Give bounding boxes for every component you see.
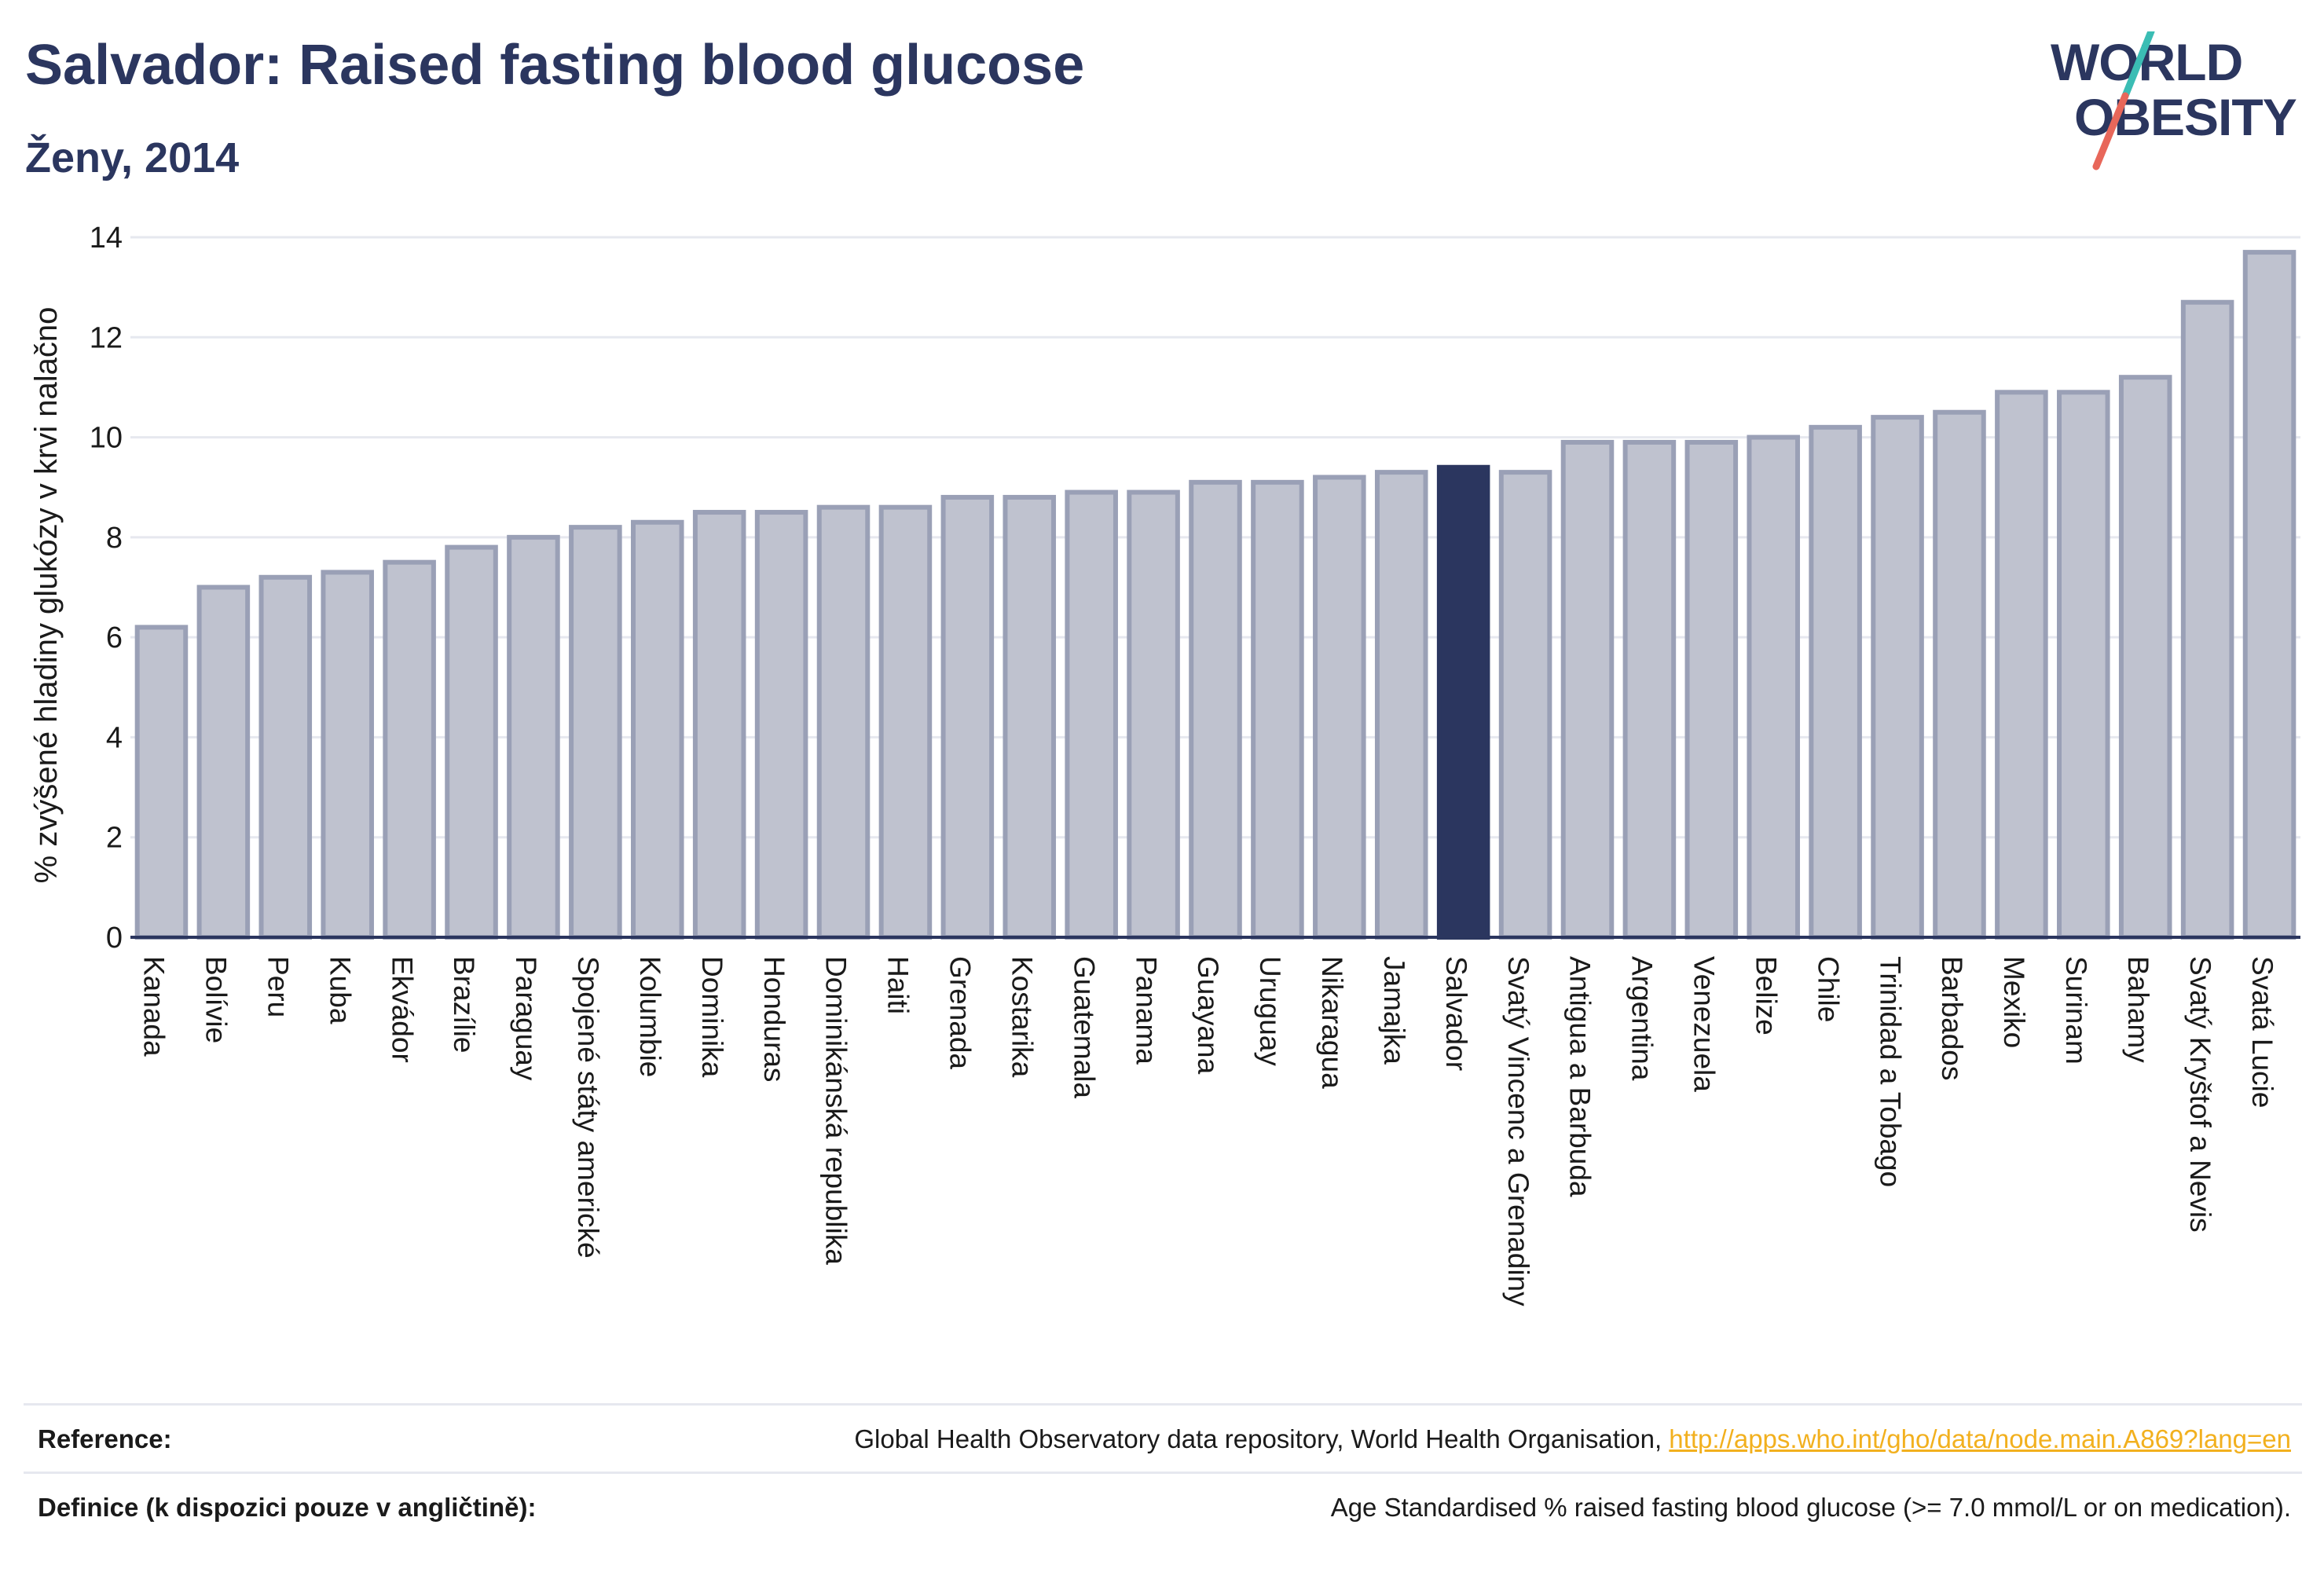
x-tick-label: Dominika	[696, 956, 728, 1078]
x-tick-label: Argentina	[1626, 956, 1659, 1081]
y-tick-label: 2	[106, 822, 123, 855]
x-tick-label: Mexiko	[1998, 956, 2030, 1048]
definition-value: Age Standardised % raised fasting blood …	[1330, 1493, 2291, 1522]
bar-svatý-vincenc-a-grenadiny	[1498, 470, 1552, 940]
x-tick-label: Jamajka	[1378, 956, 1410, 1065]
bar-brazílie	[445, 544, 498, 940]
y-tick-label: 12	[90, 321, 123, 354]
x-tick-label: Guayana	[1192, 956, 1224, 1075]
bar-bahamy	[2118, 375, 2172, 940]
world-obesity-logo: WORLD OBESITY	[2051, 31, 2297, 170]
y-tick-label: 8	[106, 522, 123, 555]
bar-kolumbie	[630, 519, 684, 940]
x-tick-label: Honduras	[758, 956, 790, 1082]
bar-ekvádor	[383, 559, 436, 940]
x-tick-label: Svatý Vincenc a Grenadiny	[1502, 956, 1534, 1307]
bar-honduras	[754, 510, 808, 940]
footer-table: Reference: Global Health Observatory dat…	[24, 1403, 2302, 1540]
bar-antigua-a-barbuda	[1560, 439, 1615, 940]
bar-dominika	[692, 510, 746, 940]
definition-row: Definice (k dispozici pouze v angličtině…	[24, 1472, 2302, 1540]
x-tick-label: Ekvádor	[386, 956, 418, 1063]
x-tick-label: Nikaragua	[1316, 956, 1348, 1089]
chart-subtitle: Ženy, 2014	[25, 134, 240, 181]
reference-value: Global Health Observatory data repositor…	[854, 1424, 2291, 1454]
x-tick-label: Salvador	[1440, 956, 1472, 1071]
x-tick-label: Svatá Lucie	[2246, 956, 2278, 1108]
bar-dominikánská-republika	[816, 504, 871, 940]
logo-slash-red	[2092, 92, 2129, 170]
bar-paraguay	[507, 534, 560, 940]
bars	[134, 250, 2297, 940]
logo-slash-teal	[2121, 31, 2155, 100]
x-tick-label: Antigua a Barbuda	[1564, 956, 1596, 1197]
x-tick-label: Bolívie	[200, 956, 233, 1043]
x-tick-label: Grenada	[944, 956, 977, 1069]
x-tick-label: Kuba	[324, 956, 356, 1024]
x-tick-label: Panama	[1130, 956, 1162, 1065]
x-tick-label: Kostarika	[1006, 956, 1038, 1078]
x-tick-label: Belize	[1750, 956, 1782, 1035]
chart-title: Salvador: Raised fasting blood glucose	[25, 34, 1085, 97]
bar-argentina	[1622, 439, 1677, 940]
bar-uruguay	[1251, 479, 1304, 940]
bar-surinam	[2057, 390, 2110, 940]
bar-jamajka	[1374, 470, 1428, 940]
x-tick-label: Venezuela	[1688, 956, 1721, 1092]
bar-grenada	[940, 494, 995, 940]
bar-kanada	[134, 625, 189, 940]
bar-chile	[1809, 424, 1862, 940]
x-tick-label: Dominikánská republika	[820, 956, 852, 1265]
bar-spojené-státy-americké	[569, 525, 622, 940]
bar-svatý-kryštof-a-nevis	[2180, 299, 2234, 940]
reference-row: Reference: Global Health Observatory dat…	[24, 1406, 2302, 1472]
x-tick-label: Haiti	[882, 956, 915, 1014]
x-tick-label: Svatý Kryštof a Nevis	[2184, 956, 2216, 1233]
x-tick-label: Barbados	[1936, 956, 1968, 1080]
x-tick-label: Kolumbie	[634, 956, 666, 1077]
x-tick-label: Kanada	[138, 956, 170, 1057]
x-tick-label: Uruguay	[1254, 956, 1286, 1066]
y-tick-label: 0	[106, 922, 123, 955]
bar-svatá-lucie	[2242, 250, 2297, 940]
bar-guatemala	[1065, 489, 1118, 940]
definition-label: Definice (k dispozici pouze v angličtině…	[38, 1493, 537, 1522]
bar-barbados	[1933, 409, 1986, 940]
bar-kuba	[321, 570, 374, 940]
x-tick-label: Bahamy	[2122, 956, 2154, 1063]
y-tick-labels: 0 2 4 6 8 10 12 14	[90, 222, 123, 955]
y-tick-label: 14	[90, 222, 123, 255]
reference-link[interactable]: http://apps.who.int/gho/data/node.main.A…	[1669, 1424, 2291, 1453]
x-tick-label: Brazílie	[448, 956, 480, 1053]
reference-text: Global Health Observatory data repositor…	[854, 1424, 1670, 1453]
x-tick-label: Trinidad a Tobago	[1874, 956, 1906, 1187]
bar-panama	[1127, 489, 1180, 940]
y-tick-label: 10	[90, 422, 123, 455]
bar-haiti	[878, 504, 933, 940]
bar-guayana	[1189, 479, 1242, 940]
bar-peru	[258, 574, 313, 940]
x-tick-label: Chile	[1812, 956, 1844, 1022]
bar-venezuela	[1684, 439, 1739, 940]
bar-belize	[1747, 434, 1801, 940]
x-tick-label: Peru	[262, 956, 295, 1017]
bar-kostarika	[1003, 494, 1057, 940]
y-axis-label: % zvýšené hladiny glukózy v krvi nalačno	[29, 307, 64, 884]
x-tick-label: Paraguay	[510, 956, 542, 1081]
x-tick-labels: Kanada Bolívie Peru Kuba Ekvádor Brazílie Para…	[138, 956, 2278, 1307]
x-tick-label: Surinam	[2060, 956, 2092, 1065]
x-tick-label: Guatemala	[1068, 956, 1100, 1098]
reference-label: Reference:	[38, 1424, 172, 1453]
y-tick-label: 4	[106, 721, 123, 754]
bar-chart: 0 2 4 6 8 10 12 14 Kanada Bolívie Peru Kuba Ekvádor…	[29, 222, 2300, 1307]
x-tick-label: Spojené státy americké	[572, 956, 604, 1259]
y-tick-label: 6	[106, 621, 123, 654]
bar-bolívie	[196, 585, 251, 940]
bar-salvador	[1436, 464, 1490, 940]
bar-mexiko	[1995, 390, 2048, 940]
bar-trinidad-a-tobago	[1871, 415, 1924, 940]
bar-nikaragua	[1313, 475, 1366, 940]
